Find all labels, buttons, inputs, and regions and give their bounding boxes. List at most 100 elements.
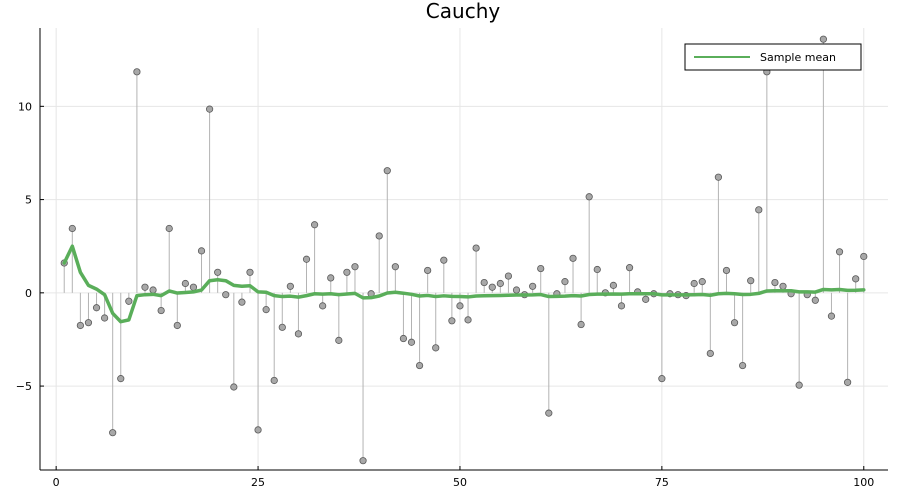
data-point: [319, 302, 327, 310]
data-point: [246, 268, 254, 276]
data-point: [117, 375, 125, 383]
data-point: [181, 279, 189, 288]
grid: [40, 28, 888, 470]
data-point: [173, 321, 181, 330]
data-point: [593, 265, 601, 274]
data-point: [286, 282, 294, 290]
data-point: [359, 457, 367, 465]
data-point: [262, 306, 270, 314]
data-point: [488, 283, 496, 291]
data-point: [335, 336, 343, 344]
data-point: [739, 361, 747, 370]
data-point: [852, 275, 860, 283]
y-tick-label: 0: [25, 287, 32, 300]
x-tick-label: 25: [251, 476, 265, 489]
data-point: [529, 282, 537, 290]
data-point: [141, 283, 149, 291]
data-point: [714, 173, 723, 181]
x-tick-label: 75: [655, 476, 669, 489]
data-point: [464, 316, 472, 324]
data-point: [125, 297, 133, 305]
data-point: [230, 383, 238, 391]
data-point: [165, 224, 173, 233]
data-point: [706, 349, 714, 358]
data-point: [76, 321, 84, 330]
y-tick-label: 10: [18, 100, 32, 113]
data-point: [480, 278, 488, 287]
data-point: [472, 244, 480, 252]
data-point: [407, 338, 416, 346]
data-point: [278, 323, 286, 331]
data-point: [512, 286, 521, 294]
data-point: [569, 254, 577, 262]
axes: [39, 28, 888, 471]
data-point: [375, 232, 383, 240]
data-point: [351, 263, 359, 271]
data-point: [133, 68, 141, 76]
data-point: [149, 286, 157, 294]
chart-title: Cauchy: [426, 0, 501, 23]
data-point: [771, 278, 779, 287]
data-point: [206, 105, 214, 113]
data-point: [811, 296, 819, 304]
data-point: [254, 426, 262, 434]
data-point: [504, 272, 513, 280]
data-point: [327, 274, 335, 282]
data-point: [642, 295, 650, 303]
data-point: [383, 167, 391, 175]
x-tick-label: 50: [453, 476, 467, 489]
data-point: [456, 302, 464, 310]
data-point: [658, 375, 666, 383]
x-tick-label: 100: [853, 476, 874, 489]
data-point: [440, 256, 448, 264]
data-point: [432, 344, 440, 352]
data-point: [238, 298, 246, 306]
data-points: [60, 35, 868, 465]
data-point: [424, 266, 432, 275]
data-point: [399, 334, 408, 343]
data-point: [109, 429, 117, 437]
data-point: [448, 317, 456, 325]
tick-labels: 0 25 50 75 100 −5 0 5 10: [16, 100, 874, 489]
data-point: [690, 279, 698, 288]
data-point: [844, 378, 852, 386]
legend: Sample mean: [684, 43, 862, 71]
data-point: [795, 381, 803, 389]
data-point: [577, 320, 585, 329]
data-point: [561, 278, 569, 286]
data-point: [819, 35, 827, 43]
data-point: [302, 255, 311, 263]
data-point: [391, 263, 399, 271]
data-point: [415, 361, 424, 370]
data-point: [835, 248, 844, 256]
legend-label-sample-mean: Sample mean: [760, 51, 836, 64]
data-point: [157, 306, 165, 315]
data-point: [698, 278, 706, 286]
data-point: [545, 409, 553, 417]
stems: [63, 39, 865, 461]
data-point: [92, 304, 101, 312]
x-tick-label: 0: [53, 476, 60, 489]
data-point: [779, 282, 787, 290]
y-tick-label: −5: [16, 380, 32, 393]
data-point: [222, 291, 230, 299]
data-point: [860, 252, 868, 261]
data-point: [294, 330, 303, 338]
data-point: [609, 281, 618, 289]
data-point: [197, 247, 206, 255]
data-point: [68, 224, 76, 233]
data-point: [537, 264, 545, 273]
data-point: [496, 279, 504, 288]
sample-mean-series: [62, 244, 866, 324]
sample-mean-line: [62, 244, 866, 324]
data-point: [189, 283, 198, 291]
data-point: [270, 376, 278, 385]
data-point: [84, 319, 93, 327]
data-point: [625, 264, 634, 272]
data-point: [343, 268, 351, 276]
data-point: [310, 221, 319, 229]
data-point: [617, 302, 626, 310]
y-tick-label: 5: [25, 194, 32, 207]
data-point: [827, 312, 836, 320]
